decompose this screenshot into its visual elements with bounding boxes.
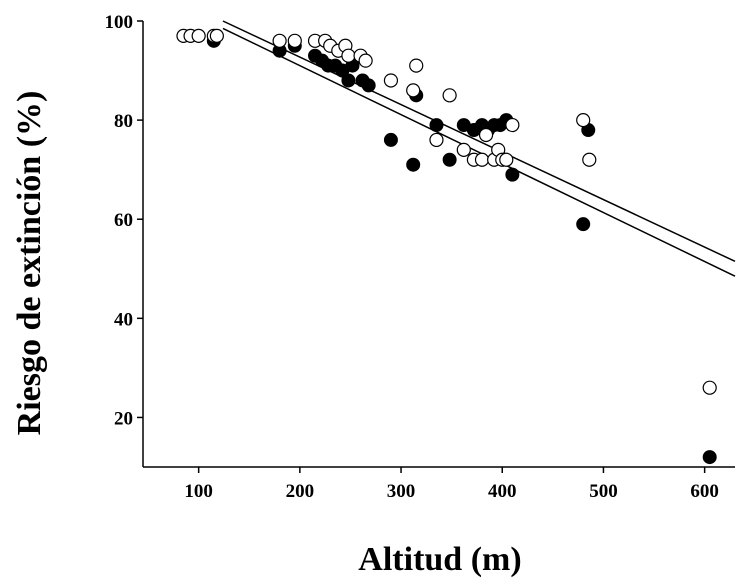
open-point [272, 33, 287, 48]
open-point [442, 88, 457, 103]
filled-point [442, 152, 457, 167]
axes [137, 20, 735, 473]
filled-point [702, 450, 717, 465]
open-point [287, 33, 302, 48]
open-point [209, 28, 224, 43]
filled-point [341, 73, 356, 88]
open-point [478, 127, 494, 143]
y-axis-title: Riesgo de extinción (%) [11, 91, 48, 436]
x-tick-label: 600 [690, 481, 719, 502]
open-point [576, 113, 591, 128]
x-tick-label: 500 [589, 481, 618, 502]
filled-point [361, 78, 376, 93]
filled-point [576, 217, 591, 232]
open-point [341, 48, 356, 63]
y-tick-label: 80 [114, 111, 133, 132]
y-tick-label: 60 [114, 210, 133, 231]
y-tick-label: 40 [114, 309, 133, 330]
open-point [409, 58, 424, 73]
x-tick-label: 300 [387, 481, 416, 502]
open-point [406, 83, 421, 98]
open-point [474, 152, 490, 167]
filled-point [429, 118, 444, 133]
open-point [582, 152, 597, 167]
regression-lines [222, 20, 736, 277]
regression-line [222, 27, 736, 277]
x-tick-label: 400 [488, 481, 517, 502]
tick-labels: 100 200 300 400 500 600 20 40 60 80 100 [105, 12, 719, 502]
y-tick-label: 100 [105, 12, 134, 33]
filled-point [406, 157, 421, 172]
filled-point [505, 167, 520, 182]
open-point [358, 53, 373, 68]
open-point [383, 73, 399, 88]
open-point [505, 117, 520, 133]
open-point [429, 132, 444, 148]
open-point [191, 28, 206, 43]
y-tick-label: 20 [114, 408, 133, 429]
open-point [456, 142, 471, 157]
open-point [702, 380, 717, 395]
filled-point [383, 132, 398, 147]
regression-line [222, 20, 736, 263]
x-tick-label: 200 [286, 481, 315, 502]
x-axis-title: Altitud (m) [358, 541, 521, 578]
open-point [499, 152, 514, 167]
x-tick-label: 100 [184, 481, 213, 502]
data-points [176, 28, 717, 465]
